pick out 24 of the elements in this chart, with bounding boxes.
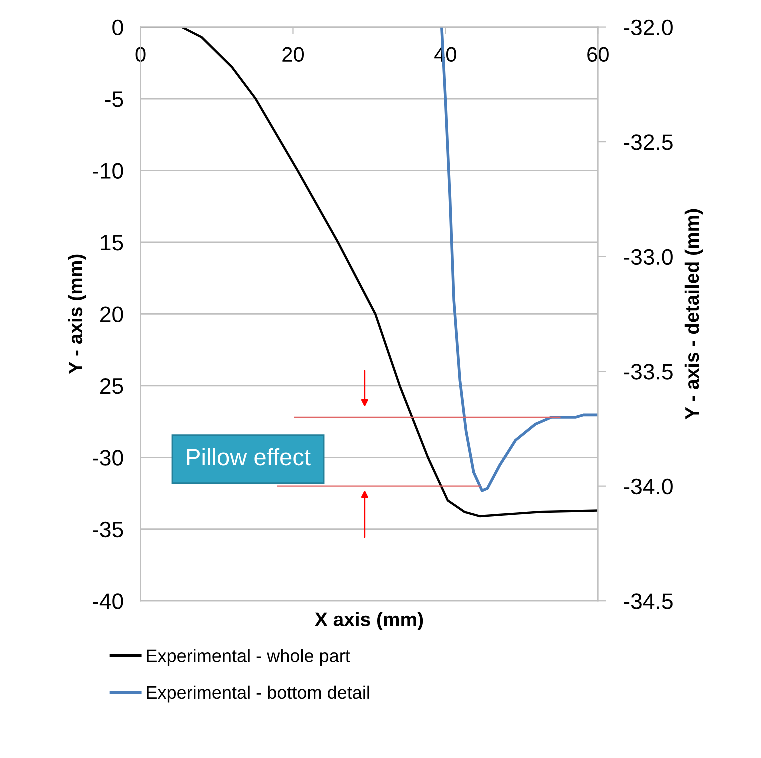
y2-tick-label: -32.5 <box>624 134 673 150</box>
y-tick-label: -30 <box>92 450 124 466</box>
y2-tick-label: -32.0 <box>624 20 673 36</box>
y-tick-label: 0 <box>112 20 124 36</box>
y-tick-label: -10 <box>92 163 124 180</box>
y-tick-label: 25 <box>100 378 124 394</box>
y-tick-label: -40 <box>92 594 124 610</box>
legend-label: Experimental - whole part <box>147 649 350 666</box>
y2-tick-label: -33.0 <box>624 249 673 266</box>
x-tick-label: 0 <box>136 47 146 62</box>
y2-tick-label: -33.5 <box>624 364 673 380</box>
x-axis-title: X axis (mm) <box>315 612 424 630</box>
y2-axis-title: Y - axis - detailed (mm) <box>684 209 704 420</box>
y-axis-title: Y - axis (mm) <box>68 254 86 374</box>
y-tick-label: 20 <box>100 306 124 322</box>
y-tick-label: 15 <box>101 235 124 251</box>
y-tick-label: -35 <box>92 522 124 538</box>
legend-label: Experimental - bottom detail <box>147 686 370 703</box>
y2-tick-label: -34.5 <box>624 594 673 610</box>
y-tick-label: -5 <box>105 92 124 108</box>
y2-tick-label: -34.0 <box>624 478 673 495</box>
x-tick-label: 60 <box>588 47 609 62</box>
annotation: Pillow effect <box>187 448 311 466</box>
x-tick-label: 20 <box>282 47 304 62</box>
